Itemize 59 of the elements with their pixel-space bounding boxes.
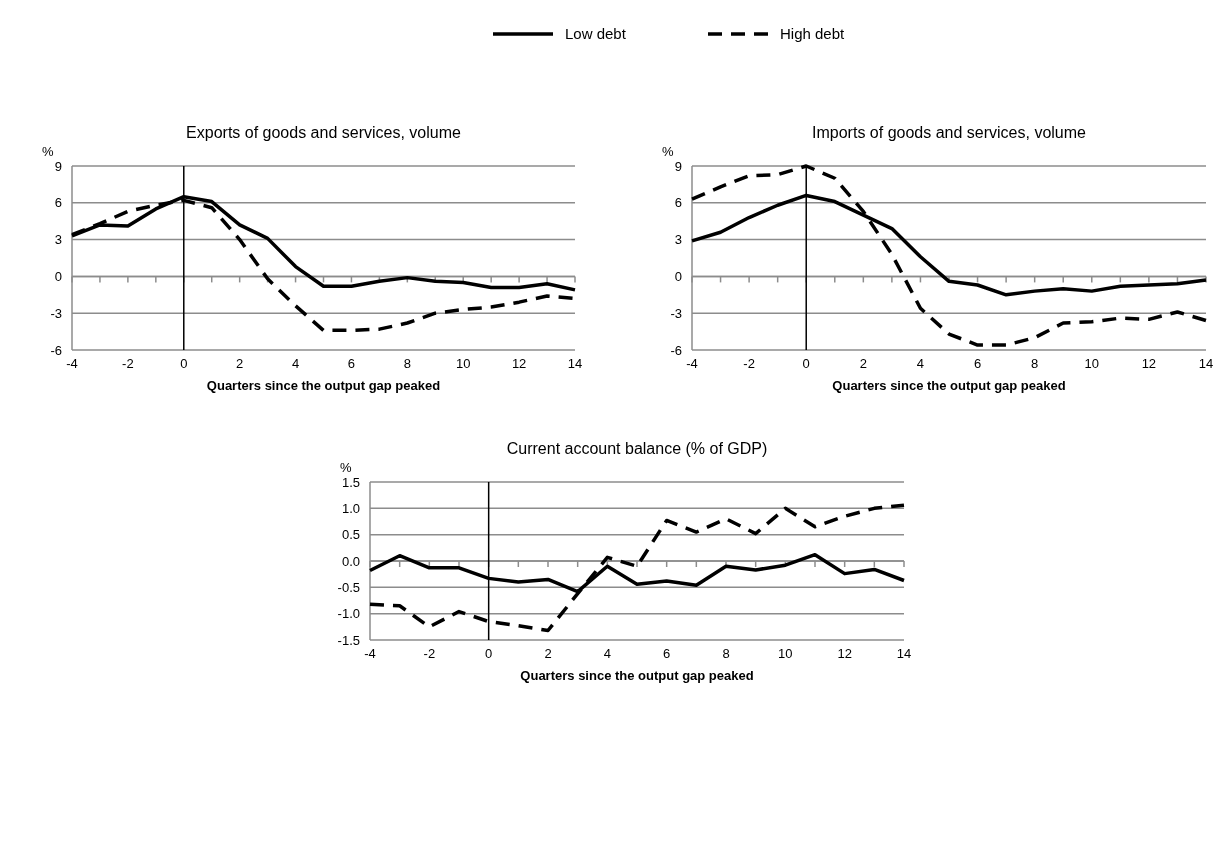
- x-tick-label: 2: [859, 356, 867, 371]
- x-tick-label: 12: [511, 356, 527, 371]
- x-tick-label: 4: [603, 646, 611, 661]
- y-tick-label: 3: [54, 232, 62, 248]
- y-axis-title: %: [662, 144, 674, 159]
- y-tick-label: -1.0: [337, 606, 360, 622]
- x-tick-label: -4: [686, 356, 698, 371]
- chart-title: Current account balance (% of GDP): [506, 440, 768, 457]
- y-tick-label: -6: [50, 342, 62, 358]
- y-axis-title: %: [42, 144, 54, 159]
- x-tick-label: 12: [1141, 356, 1157, 371]
- y-tick-label: 3: [674, 232, 682, 248]
- y-tick-label: -1.5: [337, 632, 360, 648]
- x-tick-label: 14: [567, 356, 583, 371]
- x-tick-label: 0: [802, 356, 810, 371]
- legend-label: Low debt: [565, 25, 627, 43]
- line-series: [690, 164, 1208, 347]
- y-tick-label: 1.0: [341, 500, 360, 516]
- y-tick-label: 0: [54, 268, 62, 284]
- y-tick-label: 6: [674, 195, 682, 211]
- x-tick-label: 2: [236, 356, 244, 371]
- x-tick-label: 10: [1084, 356, 1100, 371]
- y-tick-label: -6: [670, 342, 682, 358]
- y-tick-label: 6: [54, 195, 62, 211]
- chart-title: Imports of goods and services, volume: [812, 124, 1087, 141]
- chart-title: Exports of goods and services, volume: [186, 124, 461, 141]
- y-tick-label: 9: [54, 158, 62, 174]
- y-tick-label: 0.0: [341, 553, 360, 569]
- y-tick-label: 0: [674, 268, 682, 284]
- x-tick-label: 10: [455, 356, 471, 371]
- y-axis-title: %: [340, 460, 352, 475]
- x-tick-label: -4: [66, 356, 78, 371]
- x-tick-label: 8: [403, 356, 411, 371]
- x-tick-label: 10: [778, 646, 793, 661]
- y-tick-label: -3: [670, 305, 682, 321]
- x-tick-label: -2: [743, 356, 755, 371]
- x-tick-label: 12: [837, 646, 852, 661]
- x-axis-title: Quarters since the output gap peaked: [206, 378, 441, 393]
- x-tick-label: 2: [544, 646, 552, 661]
- x-tick-label: 14: [1198, 356, 1214, 371]
- y-tick-label: 9: [674, 158, 682, 174]
- x-tick-label: 8: [1031, 356, 1039, 371]
- x-tick-label: 8: [722, 646, 730, 661]
- x-tick-label: 14: [896, 646, 912, 661]
- x-tick-label: -2: [423, 646, 436, 661]
- x-tick-label: 4: [916, 356, 925, 371]
- x-tick-label: 0: [180, 356, 188, 371]
- y-tick-label: -0.5: [337, 579, 360, 595]
- x-axis-title: Quarters since the output gap peaked: [832, 378, 1066, 393]
- x-tick-label: -2: [122, 356, 134, 371]
- y-tick-label: 1.5: [341, 474, 360, 490]
- x-tick-label: 0: [485, 646, 493, 661]
- y-tick-label: -3: [50, 305, 62, 321]
- x-tick-label: 4: [291, 356, 300, 371]
- legend-label: High debt: [780, 25, 846, 43]
- x-tick-label: -4: [364, 646, 376, 661]
- x-axis-title: Quarters since the output gap peaked: [520, 668, 754, 683]
- x-tick-label: 6: [973, 356, 982, 371]
- y-tick-label: 0.5: [341, 527, 360, 543]
